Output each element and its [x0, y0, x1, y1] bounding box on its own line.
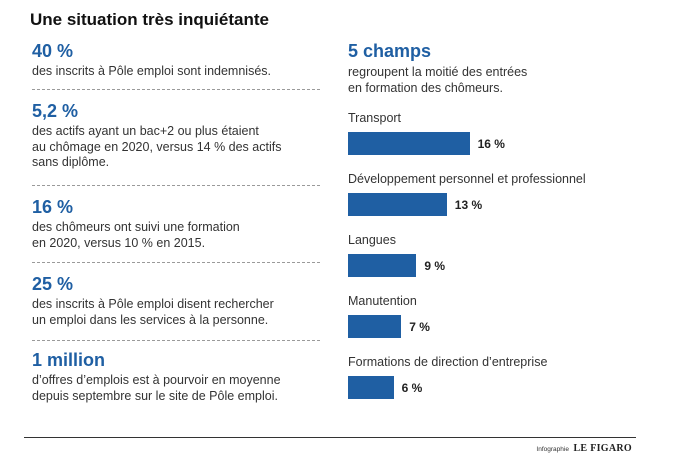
dashed-separator — [32, 89, 320, 90]
bar-category-label: Langues — [348, 233, 396, 247]
stat-item: 1 million d’offres d’emplois est à pourv… — [32, 350, 320, 404]
stat-value: 40 % — [32, 41, 74, 61]
right-description: regroupent la moitié des entrées en form… — [348, 65, 528, 95]
bar — [348, 132, 470, 155]
stat-description: des actifs ayant un bac+2 ou plus étaien… — [32, 124, 282, 169]
bar-value-label: 7 % — [409, 320, 430, 334]
footer-rule — [24, 437, 636, 438]
bar-value-label: 13 % — [454, 198, 483, 212]
training-fields-panel: 5 champs regroupent la moitié des entrée… — [348, 41, 658, 96]
stat-value: 1 million — [32, 350, 106, 370]
stat-value: 5,2 % — [32, 101, 79, 121]
bar-chart: Transport 16 % Développement personnel et … — [348, 0, 658, 469]
bar — [348, 376, 394, 399]
bar-category-label: Transport — [348, 111, 402, 125]
stat-item: 25 % des inscrits à Pôle emploi disent r… — [32, 274, 320, 328]
bar-category-label: Manutention — [348, 294, 417, 308]
dashed-separator — [32, 340, 320, 341]
credit-brand-logo: LE FIGARO — [573, 443, 632, 454]
credit: Infographie LE FIGARO — [536, 443, 632, 454]
stat-item: 40 % des inscrits à Pôle emploi sont ind… — [32, 41, 320, 80]
page-title: Une situation très inquiétante — [30, 10, 269, 29]
dashed-separator — [32, 185, 320, 186]
right-headline: 5 champs — [348, 41, 432, 61]
stat-description: des inscrits à Pôle emploi disent recher… — [32, 297, 274, 327]
stat-item: 16 % des chômeurs ont suivi une formatio… — [32, 197, 320, 251]
stat-item: 5,2 % des actifs ayant un bac+2 ou plus … — [32, 101, 320, 171]
stat-value: 25 % — [32, 274, 74, 294]
bar — [348, 315, 402, 338]
stat-description: des inscrits à Pôle emploi sont indemnis… — [32, 64, 272, 78]
bar-value-label: 16 % — [477, 137, 505, 151]
stat-description: des chômeurs ont suivi une formation en … — [32, 220, 240, 250]
bar-value-label: 6 % — [401, 381, 423, 395]
bar — [348, 193, 447, 216]
bar-category-label: Formations de direction d’entreprise — [348, 355, 548, 369]
stat-value: 16 % — [32, 197, 74, 217]
bar-category-label: Développement personnel et professionnel — [348, 172, 586, 186]
bar-value-label: 9 % — [424, 259, 446, 273]
stat-description: d’offres d’emplois est à pourvoir en moy… — [32, 373, 281, 403]
dashed-separator — [32, 262, 320, 263]
bar — [348, 254, 417, 277]
credit-prefix: Infographie — [536, 446, 569, 453]
